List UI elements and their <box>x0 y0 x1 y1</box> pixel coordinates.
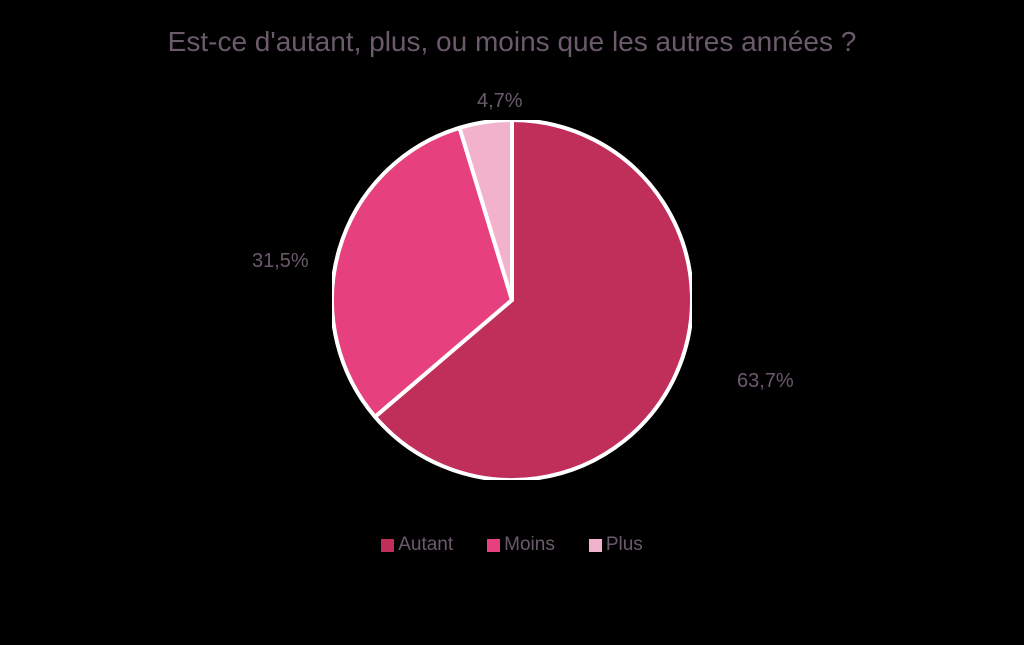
legend-swatch <box>381 539 394 552</box>
legend-swatch <box>487 539 500 552</box>
chart-area: 63,7% 31,5% 4,7% <box>0 60 1024 540</box>
slice-label-autant: 63,7% <box>737 370 794 393</box>
legend-swatch <box>589 539 602 552</box>
slice-label-plus: 4,7% <box>477 90 523 113</box>
chart-title: Est-ce d'autant, plus, ou moins que les … <box>0 0 1024 60</box>
slice-label-moins: 31,5% <box>252 250 309 273</box>
pie-chart: 63,7% 31,5% 4,7% <box>332 120 692 480</box>
